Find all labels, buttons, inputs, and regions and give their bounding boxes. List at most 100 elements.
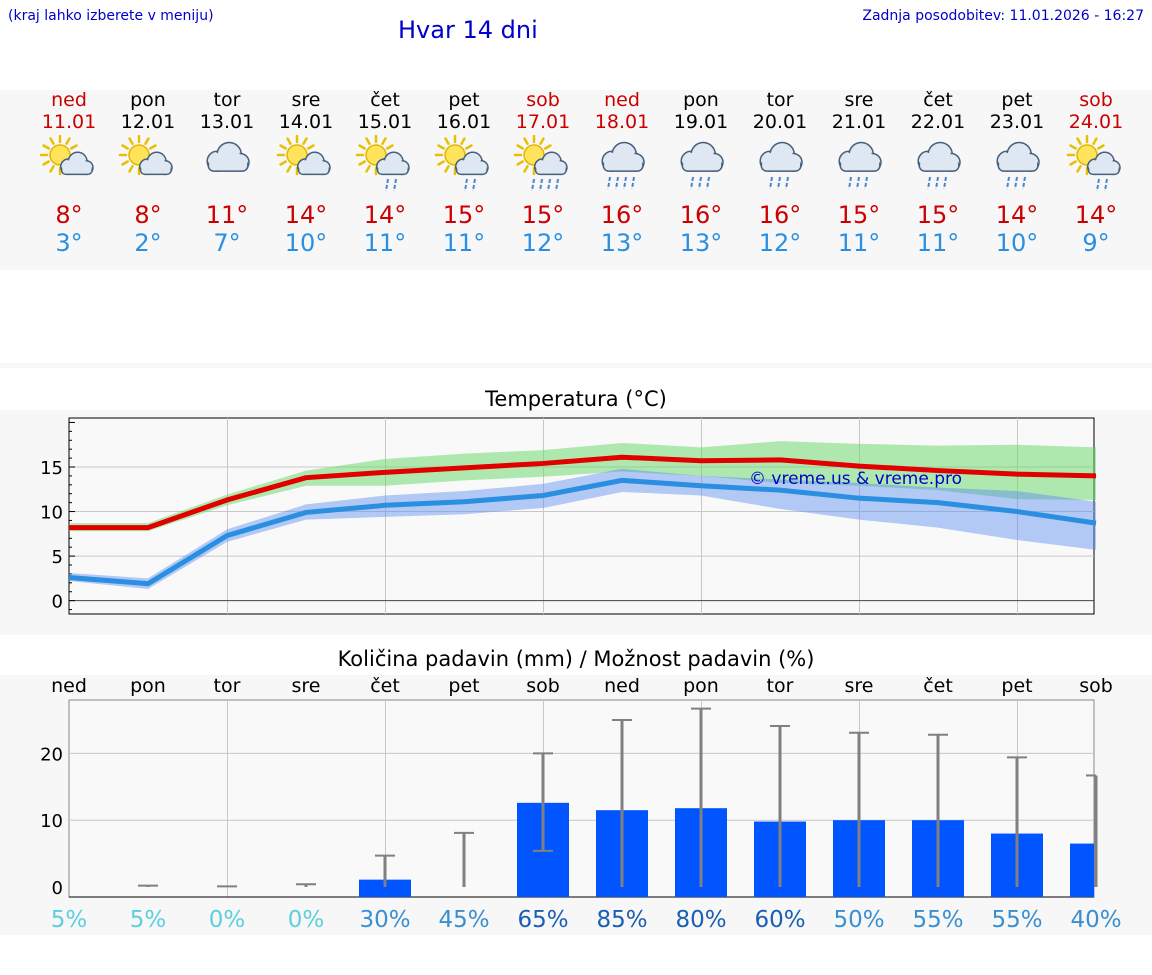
temp-min: 10° xyxy=(995,229,1039,257)
temp-min: 2° xyxy=(134,229,162,257)
temp-max: 11° xyxy=(205,201,249,229)
forecast-day: pet 23.01 14° 10° xyxy=(977,89,1057,257)
temp-max: 8° xyxy=(134,201,162,229)
day-date: 21.01 xyxy=(831,111,887,133)
forecast-day: sob 17.01 15° 12° xyxy=(503,89,583,257)
sun-cloud-rain-icon xyxy=(1066,135,1121,192)
precip-probability: 0% xyxy=(288,907,325,933)
temperature-chart: 0 5 10 15 © vreme.us & vreme.pro xyxy=(40,417,1097,615)
forecast-day: čet 15.01 14° 11° xyxy=(345,89,425,257)
x-category-label: sre xyxy=(292,675,321,697)
sun-cloud-icon xyxy=(39,135,94,176)
forecast-day: sob 24.01 14° 9° xyxy=(1056,89,1136,257)
temp-max: 14° xyxy=(995,201,1039,229)
x-category-label: ned xyxy=(51,675,87,697)
day-name: ned xyxy=(604,89,640,111)
precip-probability: 5% xyxy=(130,907,167,933)
day-date: 18.01 xyxy=(594,111,650,133)
day-date: 19.01 xyxy=(673,111,729,133)
day-name: pet xyxy=(448,89,480,111)
day-name: pet xyxy=(1001,89,1033,111)
day-date: 24.01 xyxy=(1068,111,1124,133)
forecast-day: tor 13.01 11° 7° xyxy=(187,89,267,257)
day-date: 15.01 xyxy=(357,111,413,133)
day-name: tor xyxy=(766,89,794,111)
precip-probability: 60% xyxy=(754,907,805,933)
series-max-line xyxy=(69,454,1097,531)
temp-min: 3° xyxy=(55,229,83,257)
day-name: sre xyxy=(291,89,321,111)
sun-cloud-rain-icon xyxy=(355,135,410,192)
location-hint[interactable]: (kraj lahko izberete v meniju) xyxy=(8,8,214,24)
sun-cloud-rain-icon xyxy=(434,135,489,192)
x-category-label: pon xyxy=(130,675,166,697)
forecast-day: pon 12.01 8° 2° xyxy=(108,89,188,257)
precip-probability: 40% xyxy=(1070,907,1121,933)
day-name: čet xyxy=(923,89,953,111)
day-date: 20.01 xyxy=(752,111,808,133)
precipitation-chart: 0 10 20 ned pon tor sre čet pet sob ned pon tor sre če… xyxy=(40,675,1121,933)
temp-min: 12° xyxy=(521,229,565,257)
cloud-rain-icon xyxy=(917,141,961,190)
precip-probability: 80% xyxy=(675,907,726,933)
temp-max: 16° xyxy=(679,201,723,229)
series-min-line xyxy=(68,477,1097,587)
y-tick-label: 20 xyxy=(40,744,63,765)
temp-min: 10° xyxy=(284,229,328,257)
forecast-day: ned 18.01 16° 13° xyxy=(582,89,662,257)
precip-probability: 55% xyxy=(991,907,1042,933)
temp-min: 9° xyxy=(1082,229,1110,257)
forecast-day: tor 20.01 16° 12° xyxy=(740,89,820,257)
y-tick-label: 10 xyxy=(40,503,63,524)
temp-min: 11° xyxy=(916,229,960,257)
forecast-day: pon 19.01 16° 13° xyxy=(661,89,741,257)
day-name: tor xyxy=(213,89,241,111)
forecast-strip xyxy=(0,90,1152,270)
day-date: 16.01 xyxy=(436,111,492,133)
temp-max: 14° xyxy=(363,201,407,229)
precip-probability: 5% xyxy=(51,907,88,933)
temp-min: 11° xyxy=(363,229,407,257)
temp-max: 8° xyxy=(55,201,83,229)
precip-probability: 0% xyxy=(209,907,246,933)
temp-min: 11° xyxy=(442,229,486,257)
day-date: 23.01 xyxy=(989,111,1045,133)
day-date: 11.01 xyxy=(41,111,97,133)
temp-min: 13° xyxy=(600,229,644,257)
sun-cloud-heavy-rain-icon xyxy=(513,135,568,192)
temp-max: 14° xyxy=(1074,201,1118,229)
cloud-rain-icon xyxy=(996,141,1040,190)
day-name: čet xyxy=(370,89,400,111)
x-category-label: tor xyxy=(214,675,241,697)
temp-max: 15° xyxy=(916,201,960,229)
x-category-label: ned xyxy=(604,675,640,697)
temp-max: 14° xyxy=(284,201,328,229)
temp-min: 11° xyxy=(837,229,881,257)
precipitation-chart-title: Količina padavin (mm) / Možnost padavin … xyxy=(337,647,815,671)
page-title: Hvar 14 dni xyxy=(398,16,538,44)
temp-min: 13° xyxy=(679,229,723,257)
x-category-label: sob xyxy=(1079,675,1113,697)
precip-probability: 45% xyxy=(438,907,489,933)
x-category-label: sob xyxy=(526,675,560,697)
temp-max: 15° xyxy=(837,201,881,229)
x-category-label: pet xyxy=(1001,675,1032,697)
sun-cloud-icon xyxy=(276,135,331,176)
day-date: 17.01 xyxy=(515,111,571,133)
min-range-band xyxy=(69,468,1096,590)
forecast-day: sre 21.01 15° 11° xyxy=(819,89,899,257)
precip-probability: 50% xyxy=(833,907,884,933)
cloud-rain-icon xyxy=(680,141,724,190)
y-tick-label: 0 xyxy=(52,878,63,899)
forecast-day: čet 22.01 15° 11° xyxy=(898,89,978,257)
day-date: 12.01 xyxy=(120,111,176,133)
x-category-label: čet xyxy=(923,675,953,697)
precip-probability: 55% xyxy=(912,907,963,933)
x-category-label: pon xyxy=(683,675,719,697)
day-date: 13.01 xyxy=(199,111,255,133)
cloud-rain-icon xyxy=(759,141,803,190)
precip-probability: 30% xyxy=(359,907,410,933)
day-name: pon xyxy=(130,89,166,111)
forecast-day: pet 16.01 15° 11° xyxy=(424,89,504,257)
day-name: sre xyxy=(844,89,874,111)
